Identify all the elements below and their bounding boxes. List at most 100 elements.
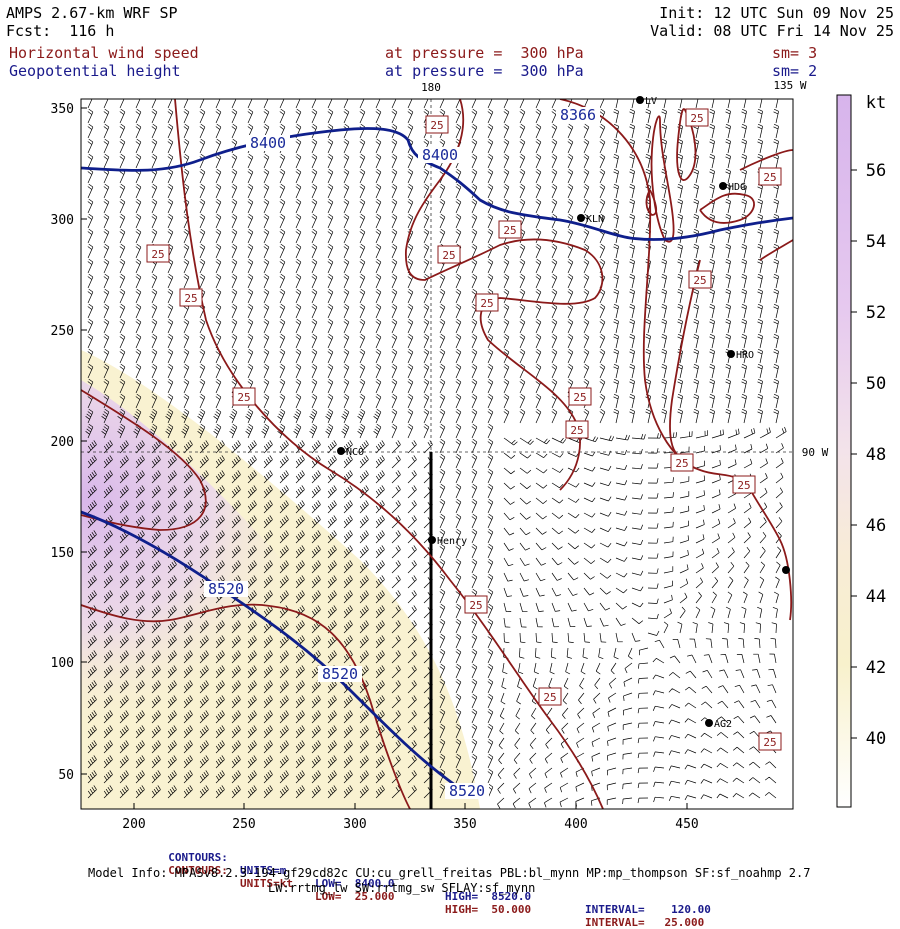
speed-label-box (565, 420, 589, 439)
speed-contour-label: 25 (480, 297, 493, 310)
field1-name: Horizontal wind speed (9, 44, 199, 62)
height-contour-label: 8400 (422, 146, 458, 164)
y-tick-label: 300 (51, 213, 74, 228)
station-label: KLN (586, 214, 604, 225)
speed-label-box (146, 244, 170, 263)
colorbar-label: 50 (866, 374, 886, 394)
station-marker (636, 96, 644, 104)
footer-low: LOW= 8400.0 (315, 877, 395, 890)
colorbar-label: 56 (866, 161, 886, 181)
footer-contours-label: CONTOURS: (168, 864, 228, 877)
colorbar-ticks: kt 56 54 52 50 48 46 44 42 40 (851, 93, 886, 749)
field2-name: Geopotential height (9, 62, 181, 80)
init-time: Init: 12 UTC Sun 09 Nov 25 (659, 4, 894, 22)
speed-contour-label: 25 (430, 119, 443, 132)
speed-contour-label: 25 (763, 171, 776, 184)
speed-contour-label: 25 (690, 112, 703, 125)
speed-contour-label: 25 (570, 424, 583, 437)
colorbar (836, 94, 852, 808)
height-label-bg (556, 107, 600, 123)
lon-label-top-right: 135 W (773, 79, 806, 92)
speed-contour-label: 25 (151, 248, 164, 261)
colorbar-label: 40 (866, 729, 886, 749)
speed-contour-label: 25 (675, 457, 688, 470)
speed-contour-label: 25 (184, 292, 197, 305)
footer-contours-label: CONTOURS: (168, 851, 228, 864)
x-tick-label: 250 (232, 817, 255, 832)
footer-units: UNITS=kt (240, 877, 293, 890)
speed-label-box (758, 732, 782, 751)
x-tick-label: 400 (564, 817, 587, 832)
colorbar-label: 52 (866, 303, 886, 323)
colorbar-label: 54 (866, 232, 886, 252)
model-info-line1: Model Info: MPASv8.2.3-194-gf29cd82c CU:… (88, 866, 811, 880)
speed-contour-label: 25 (469, 599, 482, 612)
height-contour-label: 8400 (250, 134, 286, 152)
station-label: NCO (346, 447, 364, 458)
height-label-bg (418, 147, 462, 163)
station-label: Henry (437, 536, 467, 547)
plot-frame (80, 98, 794, 810)
speed-label-box (685, 108, 709, 127)
station-marker (705, 719, 713, 727)
y-tick-label: 100 (51, 656, 74, 671)
x-tick-label: 450 (675, 817, 698, 832)
speed-contour-label: 25 (442, 249, 455, 262)
station-label: HDG (728, 182, 746, 193)
station-marker (727, 350, 735, 358)
height-contours (81, 127, 793, 787)
speed-contour-label: 25 (503, 224, 516, 237)
height-contour-label: 8520 (208, 580, 244, 598)
speed-label-box (670, 453, 694, 472)
y-tick-label: 150 (51, 546, 74, 561)
speed-contour-label: 25 (693, 274, 706, 287)
y-tick-label: 200 (51, 435, 74, 450)
x-tick-label: 300 (343, 817, 366, 832)
footer-row-speed: CONTOURS: UNITS=kt LOW= 25.000 HIGH= 50.… (155, 851, 704, 929)
y-tick-label: 250 (51, 324, 74, 339)
lon-label-right: 90 W (802, 446, 829, 459)
footer-high: HIGH= 50.000 (445, 903, 532, 916)
footer-units: UNITS=m (240, 864, 287, 877)
axes: 200 250 300 350 400 450 50 100 150 200 250 300 350 18… (51, 79, 829, 832)
model-title: AMPS 2.67-km WRF SP (6, 4, 178, 22)
speed-label-box (758, 167, 782, 186)
height-label-bg (246, 135, 290, 151)
model-info-line2: LW:rrtmg_lw SW:rrtmg_sw SFLAY:sf_mynn (268, 881, 536, 895)
field2-smoothing: sm= 2 (772, 62, 818, 80)
colorbar-label: 48 (866, 445, 886, 465)
colorbar-label: 44 (866, 587, 886, 607)
speed-label-box (475, 293, 499, 312)
station-label: LV (645, 96, 657, 107)
footer-interval: INTERVAL= 120.00 (585, 903, 711, 916)
field1-smoothing: sm= 3 (772, 44, 818, 62)
height-contour-label: 8366 (560, 106, 596, 124)
speed-label-box (538, 687, 562, 706)
contour-labels: 8400 8400 8366 8520 8520 8520 25 25 25 25 25 25 25 25… (146, 106, 782, 800)
colorbar-label: 42 (866, 658, 886, 678)
speed-label-box (179, 288, 203, 307)
x-tick-label: 200 (122, 817, 145, 832)
footer-interval: INTERVAL= 25.000 (585, 916, 705, 929)
speed-contour-label: 25 (737, 479, 750, 492)
height-contour-label: 8520 (449, 782, 485, 800)
height-label-bg (445, 783, 489, 799)
station-label: HRO (736, 350, 754, 361)
station-label: AG2 (714, 719, 732, 730)
speed-contour-label: 25 (763, 736, 776, 749)
height-label-bg (318, 666, 362, 682)
speed-label-box (498, 220, 522, 239)
speed-label-box (437, 245, 461, 264)
forecast-hour: Fcst: 116 h (6, 22, 115, 40)
speed-label-box (688, 270, 712, 289)
colorbar-label: 46 (866, 516, 886, 536)
y-tick-label: 50 (58, 768, 74, 783)
y-tick-label: 350 (51, 102, 74, 117)
x-tick-label: 350 (453, 817, 476, 832)
stations: NCO KLN HDG HRO Henry AG2 LV (337, 96, 790, 730)
station-marker (719, 182, 727, 190)
station-marker (428, 536, 436, 544)
valid-time: Valid: 08 UTC Fri 14 Nov 25 (650, 22, 894, 40)
speed-contours (81, 99, 793, 809)
speed-label-box (732, 475, 756, 494)
